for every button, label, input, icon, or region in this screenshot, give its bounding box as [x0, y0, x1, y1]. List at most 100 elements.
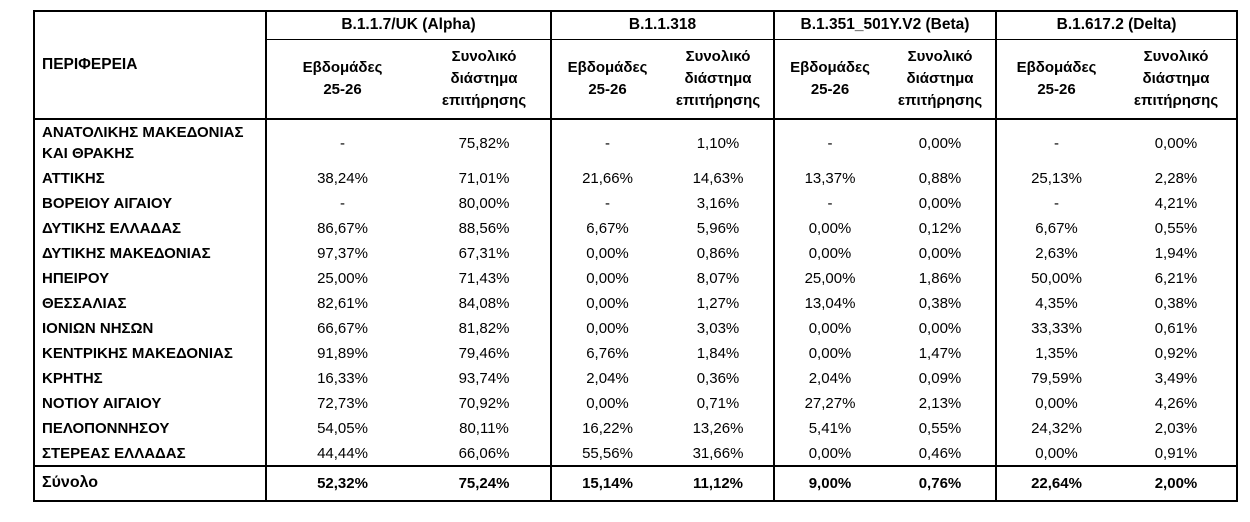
percentage-cell: 0,00%: [550, 316, 663, 341]
percentage-cell: 8,07%: [696, 270, 740, 287]
percentage-cell: 91,89%: [265, 341, 418, 366]
percentage-cell: 0,91%: [1154, 444, 1198, 462]
percentage-cell: 0,55%: [918, 420, 962, 437]
variant-group-header: B.1.351_501Y.V2 (Beta): [773, 11, 996, 40]
subheader-total-surveillance-period: Συνολικό διάστημα επιτήρησης: [418, 39, 551, 120]
percentage-cell: 2,28%: [1154, 170, 1198, 187]
percentage-cell: 31,66%: [692, 444, 744, 462]
table-row: ΣΤΕΡΕΑΣ ΕΛΛΑΔΑΣ 44,44% 66,06% 55,56% 31,66% 0…: [34, 441, 1237, 466]
percentage-cell: 71,01%: [458, 170, 510, 187]
percentage-cell: 6,67%: [550, 216, 663, 241]
percentage-cell: 13,26%: [692, 420, 744, 437]
percentage-cell: 2,04%: [773, 366, 885, 391]
percentage-cell: -: [995, 191, 1116, 216]
percentage-cell: -: [550, 191, 663, 216]
region-name: ΒΟΡΕΙΟΥ ΑΙΓΑΙΟΥ: [34, 191, 267, 216]
percentage-cell: 0,46%: [918, 444, 962, 462]
table-row: ΙΟΝΙΩΝ ΝΗΣΩΝ 66,67% 81,82% 0,00% 3,03% 0,00% 0…: [34, 316, 1237, 341]
percentage-cell: 0,00%: [918, 320, 962, 337]
percentage-cell: 3,49%: [1154, 370, 1198, 387]
region-name: ΗΠΕΙΡΟΥ: [34, 266, 267, 291]
table-row: ΘΕΣΣΑΛΙΑΣ 82,61% 84,08% 0,00% 1,27% 13,04% 0,3…: [34, 291, 1237, 316]
percentage-cell: -: [995, 119, 1116, 166]
percentage-cell: 38,24%: [265, 166, 418, 191]
percentage-cell: 67,31%: [458, 245, 510, 262]
percentage-cell: 71,43%: [458, 270, 510, 287]
subheader-weeks-25-26: Εβδομάδες 25-26: [550, 39, 663, 120]
percentage-cell: 2,63%: [995, 241, 1116, 266]
percentage-cell: 13,04%: [773, 291, 885, 316]
percentage-cell: 80,11%: [459, 420, 509, 437]
percentage-cell: 15,14%: [550, 466, 663, 501]
percentage-cell: 75,24%: [458, 475, 510, 492]
percentage-cell: 24,32%: [995, 416, 1116, 441]
percentage-cell: 3,03%: [696, 320, 740, 337]
percentage-cell: 5,96%: [696, 220, 740, 237]
percentage-cell: 0,00%: [550, 266, 663, 291]
percentage-cell: 0,38%: [918, 295, 962, 312]
percentage-cell: 0,76%: [918, 475, 962, 492]
percentage-cell: 86,67%: [265, 216, 418, 241]
table-row: ΚΡΗΤΗΣ 16,33% 93,74% 2,04% 0,36% 2,04% 0,09% 79…: [34, 366, 1237, 391]
percentage-cell: 80,00%: [458, 195, 510, 212]
header-row-variants: ΠΕΡΙΦΕΡΕΙΑ B.1.1.7/UK (Alpha) B.1.1.318 B.…: [34, 11, 1237, 120]
total-label: Σύνολο: [34, 466, 267, 501]
percentage-cell: 0,61%: [1154, 320, 1198, 337]
percentage-cell: 27,27%: [773, 391, 885, 416]
percentage-cell: 0,00%: [995, 441, 1116, 466]
percentage-cell: 3,16%: [696, 195, 740, 212]
percentage-cell: 2,04%: [550, 366, 663, 391]
percentage-cell: -: [550, 119, 663, 166]
variant-group-header: B.1.1.7/UK (Alpha): [265, 11, 551, 40]
percentage-cell: 88,56%: [458, 220, 510, 237]
total-row: Σύνολο 52,32% 75,24% 15,14% 11,12% 9,00% 0,76%…: [34, 466, 1237, 501]
percentage-cell: 81,82%: [458, 320, 510, 337]
percentage-cell: 0,00%: [773, 441, 885, 466]
percentage-cell: 22,64%: [995, 466, 1116, 501]
region-name: ΘΕΣΣΑΛΙΑΣ: [34, 291, 267, 316]
percentage-cell: 1,27%: [696, 295, 740, 312]
percentage-cell: 0,00%: [918, 134, 962, 152]
subheader-weeks-25-26: Εβδομάδες 25-26: [773, 39, 885, 120]
percentage-cell: 25,00%: [773, 266, 885, 291]
table-row: ΠΕΛΟΠΟΝΝΗΣΟΥ 54,05% 80,11% 16,22% 13,26% 5,41…: [34, 416, 1237, 441]
percentage-cell: 5,41%: [773, 416, 885, 441]
percentage-cell: 4,26%: [1154, 395, 1198, 412]
percentage-cell: 16,33%: [265, 366, 418, 391]
variant-group-header: B.1.1.318: [550, 11, 774, 40]
subheader-weeks-25-26: Εβδομάδες 25-26: [265, 39, 418, 120]
percentage-cell: 0,55%: [1154, 220, 1198, 237]
region-name: ΝΟΤΙΟΥ ΑΙΓΑΙΟΥ: [34, 391, 267, 416]
percentage-cell: 2,00%: [1154, 475, 1198, 492]
percentage-cell: 13,37%: [773, 166, 885, 191]
subheader-total-surveillance-period: Συνολικό διάστημα επιτήρησης: [663, 39, 774, 120]
percentage-cell: 25,00%: [265, 266, 418, 291]
region-name: ΣΤΕΡΕΑΣ ΕΛΛΑΔΑΣ: [34, 441, 267, 466]
subheader-total-surveillance-period: Συνολικό διάστημα επιτήρησης: [885, 39, 996, 120]
percentage-cell: 0,00%: [773, 341, 885, 366]
table-row: ΒΟΡΕΙΟΥ ΑΙΓΑΙΟΥ -80,00% -3,16% -0,00% -4,21%: [34, 191, 1237, 216]
percentage-cell: 75,82%: [458, 134, 510, 152]
percentage-cell: 16,22%: [550, 416, 663, 441]
percentage-cell: 0,92%: [1154, 345, 1198, 362]
percentage-cell: 79,59%: [995, 366, 1116, 391]
table-row: ΗΠΕΙΡΟΥ 25,00% 71,43% 0,00% 8,07% 25,00% 1,86%…: [34, 266, 1237, 291]
percentage-cell: 2,03%: [1154, 420, 1198, 437]
table-row: ΔΥΤΙΚΗΣ ΕΛΛΑΔΑΣ 86,67% 88,56% 6,67% 5,96% 0,0…: [34, 216, 1237, 241]
percentage-cell: 0,09%: [918, 370, 962, 387]
percentage-cell: 0,00%: [773, 316, 885, 341]
percentage-cell: 6,67%: [995, 216, 1116, 241]
percentage-cell: 0,00%: [550, 391, 663, 416]
percentage-cell: 66,67%: [265, 316, 418, 341]
percentage-cell: 0,12%: [918, 220, 962, 237]
percentage-cell: 2,13%: [918, 395, 962, 412]
percentage-cell: 14,63%: [692, 170, 744, 187]
percentage-cell: 0,00%: [773, 216, 885, 241]
variant-group-header: B.1.617.2 (Delta): [995, 11, 1237, 40]
percentage-cell: 50,00%: [995, 266, 1116, 291]
header-row-subcolumns: Εβδομάδες 25-26 Συνολικό διάστημα επιτήρη…: [34, 39, 1237, 120]
region-name: ΚΡΗΤΗΣ: [34, 366, 267, 391]
percentage-cell: 55,56%: [550, 441, 663, 466]
percentage-cell: 44,44%: [265, 441, 418, 466]
table-row: ΑΤΤΙΚΗΣ 38,24% 71,01% 21,66% 14,63% 13,37% 0,8…: [34, 166, 1237, 191]
